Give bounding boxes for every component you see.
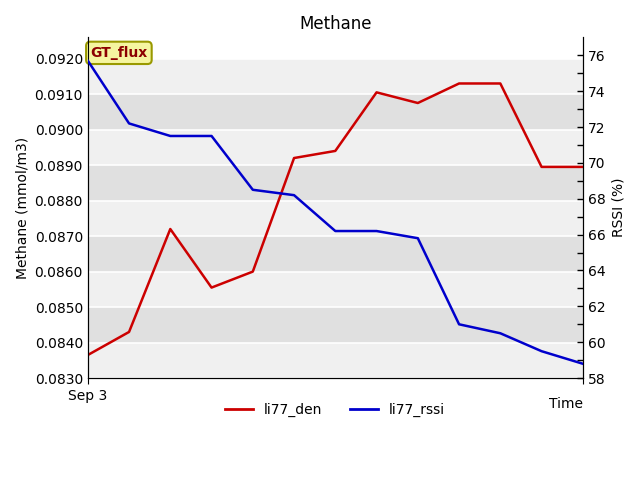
Y-axis label: RSSI (%): RSSI (%) xyxy=(611,178,625,238)
Bar xyxy=(88,236,583,272)
li77_den xyxy=(455,81,463,86)
li77_rssi xyxy=(538,348,545,354)
li77_rssi xyxy=(497,330,504,336)
li77_den xyxy=(372,89,380,95)
li77_den xyxy=(125,329,133,335)
Bar xyxy=(88,94,583,130)
li77_den xyxy=(579,164,587,170)
li77_rssi xyxy=(414,235,422,241)
Y-axis label: Methane (mmol/m3): Methane (mmol/m3) xyxy=(15,137,29,279)
Title: Methane: Methane xyxy=(299,15,372,33)
li77_den xyxy=(538,164,545,170)
Bar xyxy=(88,59,583,94)
li77_rssi xyxy=(84,58,92,63)
Bar xyxy=(88,201,583,236)
Line: li77_rssi: li77_rssi xyxy=(88,60,583,364)
Bar xyxy=(88,130,583,165)
li77_rssi xyxy=(372,228,380,234)
Bar xyxy=(88,272,583,307)
Bar xyxy=(88,307,583,343)
li77_den xyxy=(208,285,216,290)
Line: li77_den: li77_den xyxy=(88,84,583,355)
Legend: li77_den, li77_rssi: li77_den, li77_rssi xyxy=(220,397,451,422)
li77_den xyxy=(332,148,339,154)
Text: Time: Time xyxy=(549,397,583,411)
li77_den xyxy=(290,155,298,161)
Text: GT_flux: GT_flux xyxy=(90,46,147,60)
li77_rssi xyxy=(579,361,587,367)
Bar xyxy=(88,165,583,201)
li77_rssi xyxy=(290,192,298,198)
li77_den xyxy=(414,100,422,106)
Bar xyxy=(88,343,583,378)
li77_rssi xyxy=(455,322,463,327)
li77_den xyxy=(166,226,174,232)
li77_rssi xyxy=(332,228,339,234)
li77_den xyxy=(497,81,504,86)
li77_den xyxy=(84,352,92,358)
li77_rssi xyxy=(208,133,216,139)
li77_rssi xyxy=(125,120,133,126)
li77_rssi xyxy=(166,133,174,139)
li77_rssi xyxy=(249,187,257,192)
li77_den xyxy=(249,269,257,275)
